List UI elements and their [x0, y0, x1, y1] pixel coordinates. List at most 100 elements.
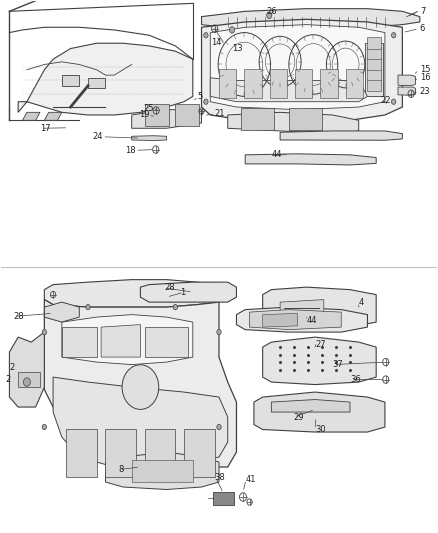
- Polygon shape: [44, 280, 228, 307]
- Polygon shape: [237, 307, 367, 332]
- Polygon shape: [250, 310, 341, 329]
- Bar: [175, 104, 199, 126]
- Polygon shape: [106, 452, 219, 489]
- Text: 14: 14: [211, 38, 221, 47]
- Text: 37: 37: [332, 360, 343, 369]
- Circle shape: [204, 33, 208, 38]
- Text: 23: 23: [420, 86, 431, 95]
- Bar: [367, 58, 381, 70]
- Text: 18: 18: [125, 146, 136, 155]
- Text: 24: 24: [93, 132, 103, 141]
- Circle shape: [86, 304, 90, 310]
- Polygon shape: [22, 112, 40, 120]
- Bar: [145, 429, 175, 477]
- Text: 28: 28: [164, 284, 175, 293]
- Polygon shape: [398, 87, 416, 95]
- Polygon shape: [210, 78, 367, 102]
- Text: 17: 17: [40, 124, 51, 133]
- Text: 1: 1: [180, 288, 185, 297]
- Bar: [184, 429, 215, 477]
- Polygon shape: [263, 287, 376, 327]
- Text: 44: 44: [306, 316, 317, 325]
- Polygon shape: [132, 459, 193, 482]
- Polygon shape: [62, 75, 79, 86]
- Polygon shape: [201, 9, 420, 30]
- Text: 30: 30: [315, 425, 326, 434]
- Polygon shape: [254, 392, 385, 432]
- Bar: [219, 69, 237, 98]
- Polygon shape: [210, 25, 385, 110]
- Bar: [346, 69, 363, 98]
- Polygon shape: [145, 327, 188, 357]
- Circle shape: [230, 27, 235, 33]
- Polygon shape: [18, 372, 40, 387]
- Text: 15: 15: [420, 66, 431, 74]
- Text: 25: 25: [143, 104, 153, 113]
- Text: 27: 27: [315, 340, 326, 349]
- Polygon shape: [10, 332, 44, 407]
- Bar: [106, 429, 136, 477]
- Polygon shape: [62, 314, 193, 365]
- Polygon shape: [201, 19, 403, 123]
- Polygon shape: [272, 400, 350, 412]
- Text: 41: 41: [245, 475, 256, 484]
- Polygon shape: [263, 337, 376, 385]
- Text: 22: 22: [381, 96, 391, 105]
- Text: 28: 28: [14, 312, 25, 321]
- Bar: [244, 69, 262, 98]
- Circle shape: [204, 99, 208, 104]
- Polygon shape: [280, 131, 403, 140]
- Polygon shape: [213, 492, 234, 505]
- Polygon shape: [101, 325, 141, 357]
- Bar: [367, 79, 381, 91]
- Text: 8: 8: [119, 465, 124, 474]
- Polygon shape: [88, 78, 106, 88]
- Circle shape: [217, 424, 221, 430]
- Bar: [66, 429, 97, 477]
- Polygon shape: [44, 112, 62, 120]
- Bar: [241, 108, 274, 130]
- Polygon shape: [132, 110, 201, 128]
- Polygon shape: [280, 300, 324, 317]
- Text: 29: 29: [293, 413, 304, 422]
- Bar: [295, 69, 312, 98]
- Polygon shape: [398, 75, 416, 86]
- Bar: [367, 47, 381, 59]
- Text: 26: 26: [266, 7, 277, 16]
- Text: 44: 44: [272, 150, 282, 159]
- Text: 6: 6: [420, 24, 425, 33]
- Circle shape: [23, 378, 30, 386]
- Circle shape: [267, 12, 272, 19]
- Polygon shape: [228, 112, 359, 134]
- Polygon shape: [132, 136, 166, 141]
- Text: 7: 7: [420, 7, 425, 16]
- Circle shape: [217, 329, 221, 335]
- Text: 13: 13: [232, 44, 243, 53]
- Bar: [270, 69, 287, 98]
- Text: 36: 36: [350, 375, 361, 384]
- Text: 38: 38: [215, 473, 226, 481]
- Text: 5: 5: [197, 92, 202, 101]
- Polygon shape: [245, 154, 376, 165]
- Bar: [367, 37, 381, 49]
- Polygon shape: [18, 43, 193, 115]
- Polygon shape: [44, 300, 237, 467]
- Text: 2: 2: [5, 375, 11, 384]
- Bar: [289, 108, 321, 130]
- Bar: [320, 69, 338, 98]
- Polygon shape: [141, 282, 237, 302]
- Circle shape: [42, 329, 46, 335]
- Circle shape: [392, 99, 396, 104]
- Text: 2: 2: [10, 362, 15, 372]
- Text: 16: 16: [420, 73, 431, 82]
- Polygon shape: [263, 313, 297, 327]
- Polygon shape: [62, 327, 97, 357]
- Circle shape: [122, 365, 159, 409]
- Circle shape: [392, 33, 396, 38]
- Circle shape: [42, 424, 46, 430]
- Text: 4: 4: [359, 297, 364, 306]
- Polygon shape: [44, 302, 79, 322]
- Text: 21: 21: [215, 109, 225, 118]
- Polygon shape: [53, 377, 228, 467]
- Circle shape: [173, 304, 177, 310]
